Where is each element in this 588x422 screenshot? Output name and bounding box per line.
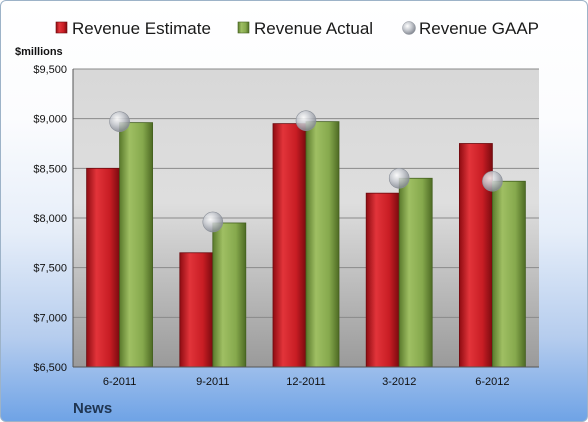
y-tick-label: $7,500: [33, 263, 67, 275]
marker-revenue-gaap: [295, 110, 317, 131]
y-tick-labels: $6,500 $7,000 $7,500 $8,000 $8,500 $9,000 $9,5…: [33, 64, 67, 374]
x-tick-label: 9-2011: [196, 376, 229, 388]
x-tick-labels: 6-2011 9-2011 12-2011 3-2012 6-2012: [103, 376, 510, 388]
bars-group: [86, 121, 526, 368]
axes-group: [72, 69, 539, 368]
x-tick-label: 6-2012: [475, 376, 509, 388]
gaap-markers-group: [109, 110, 503, 233]
bar-revenue-estimate: [179, 252, 214, 368]
bar-revenue-actual: [491, 180, 526, 368]
bar-revenue-actual: [398, 177, 433, 368]
bar-revenue-actual: [119, 122, 153, 368]
y-tick-label: $9,500: [33, 64, 67, 76]
x-tick-label: 12-2011: [286, 376, 326, 388]
x-tick-label: 3-2012: [382, 376, 416, 388]
legend-label-revenue-actual: Revenue Actual: [254, 19, 373, 38]
legend-swatch-revenue-actual: [237, 21, 250, 34]
bar-revenue-actual: [305, 121, 340, 368]
footer-label: News: [73, 400, 112, 417]
x-tick-label: 6-2011: [103, 376, 136, 388]
legend-label-revenue-gaap: Revenue GAAP: [419, 19, 539, 38]
marker-revenue-gaap: [109, 111, 130, 132]
marker-revenue-gaap: [388, 167, 410, 189]
bar-revenue-estimate: [272, 123, 307, 368]
y-axis-unit-label: $millions: [15, 46, 63, 58]
bar-revenue-estimate: [86, 167, 120, 368]
bar-revenue-estimate: [365, 192, 400, 368]
marker-revenue-gaap: [202, 211, 224, 233]
y-tick-label: $7,000: [33, 312, 67, 324]
y-tick-label: $6,500: [33, 362, 67, 374]
bar-revenue-actual: [212, 222, 247, 368]
y-tick-label: $8,000: [33, 213, 67, 225]
legend-swatch-revenue-gaap: [402, 21, 416, 35]
marker-revenue-gaap: [482, 170, 503, 192]
y-tick-label: $9,000: [33, 114, 67, 126]
chart-legend: Revenue Estimate Revenue Actual Revenue GA…: [55, 19, 539, 38]
legend-swatch-revenue-estimate: [55, 21, 68, 34]
y-tick-label: $8,500: [33, 163, 67, 175]
legend-label-revenue-estimate: Revenue Estimate: [72, 19, 211, 38]
